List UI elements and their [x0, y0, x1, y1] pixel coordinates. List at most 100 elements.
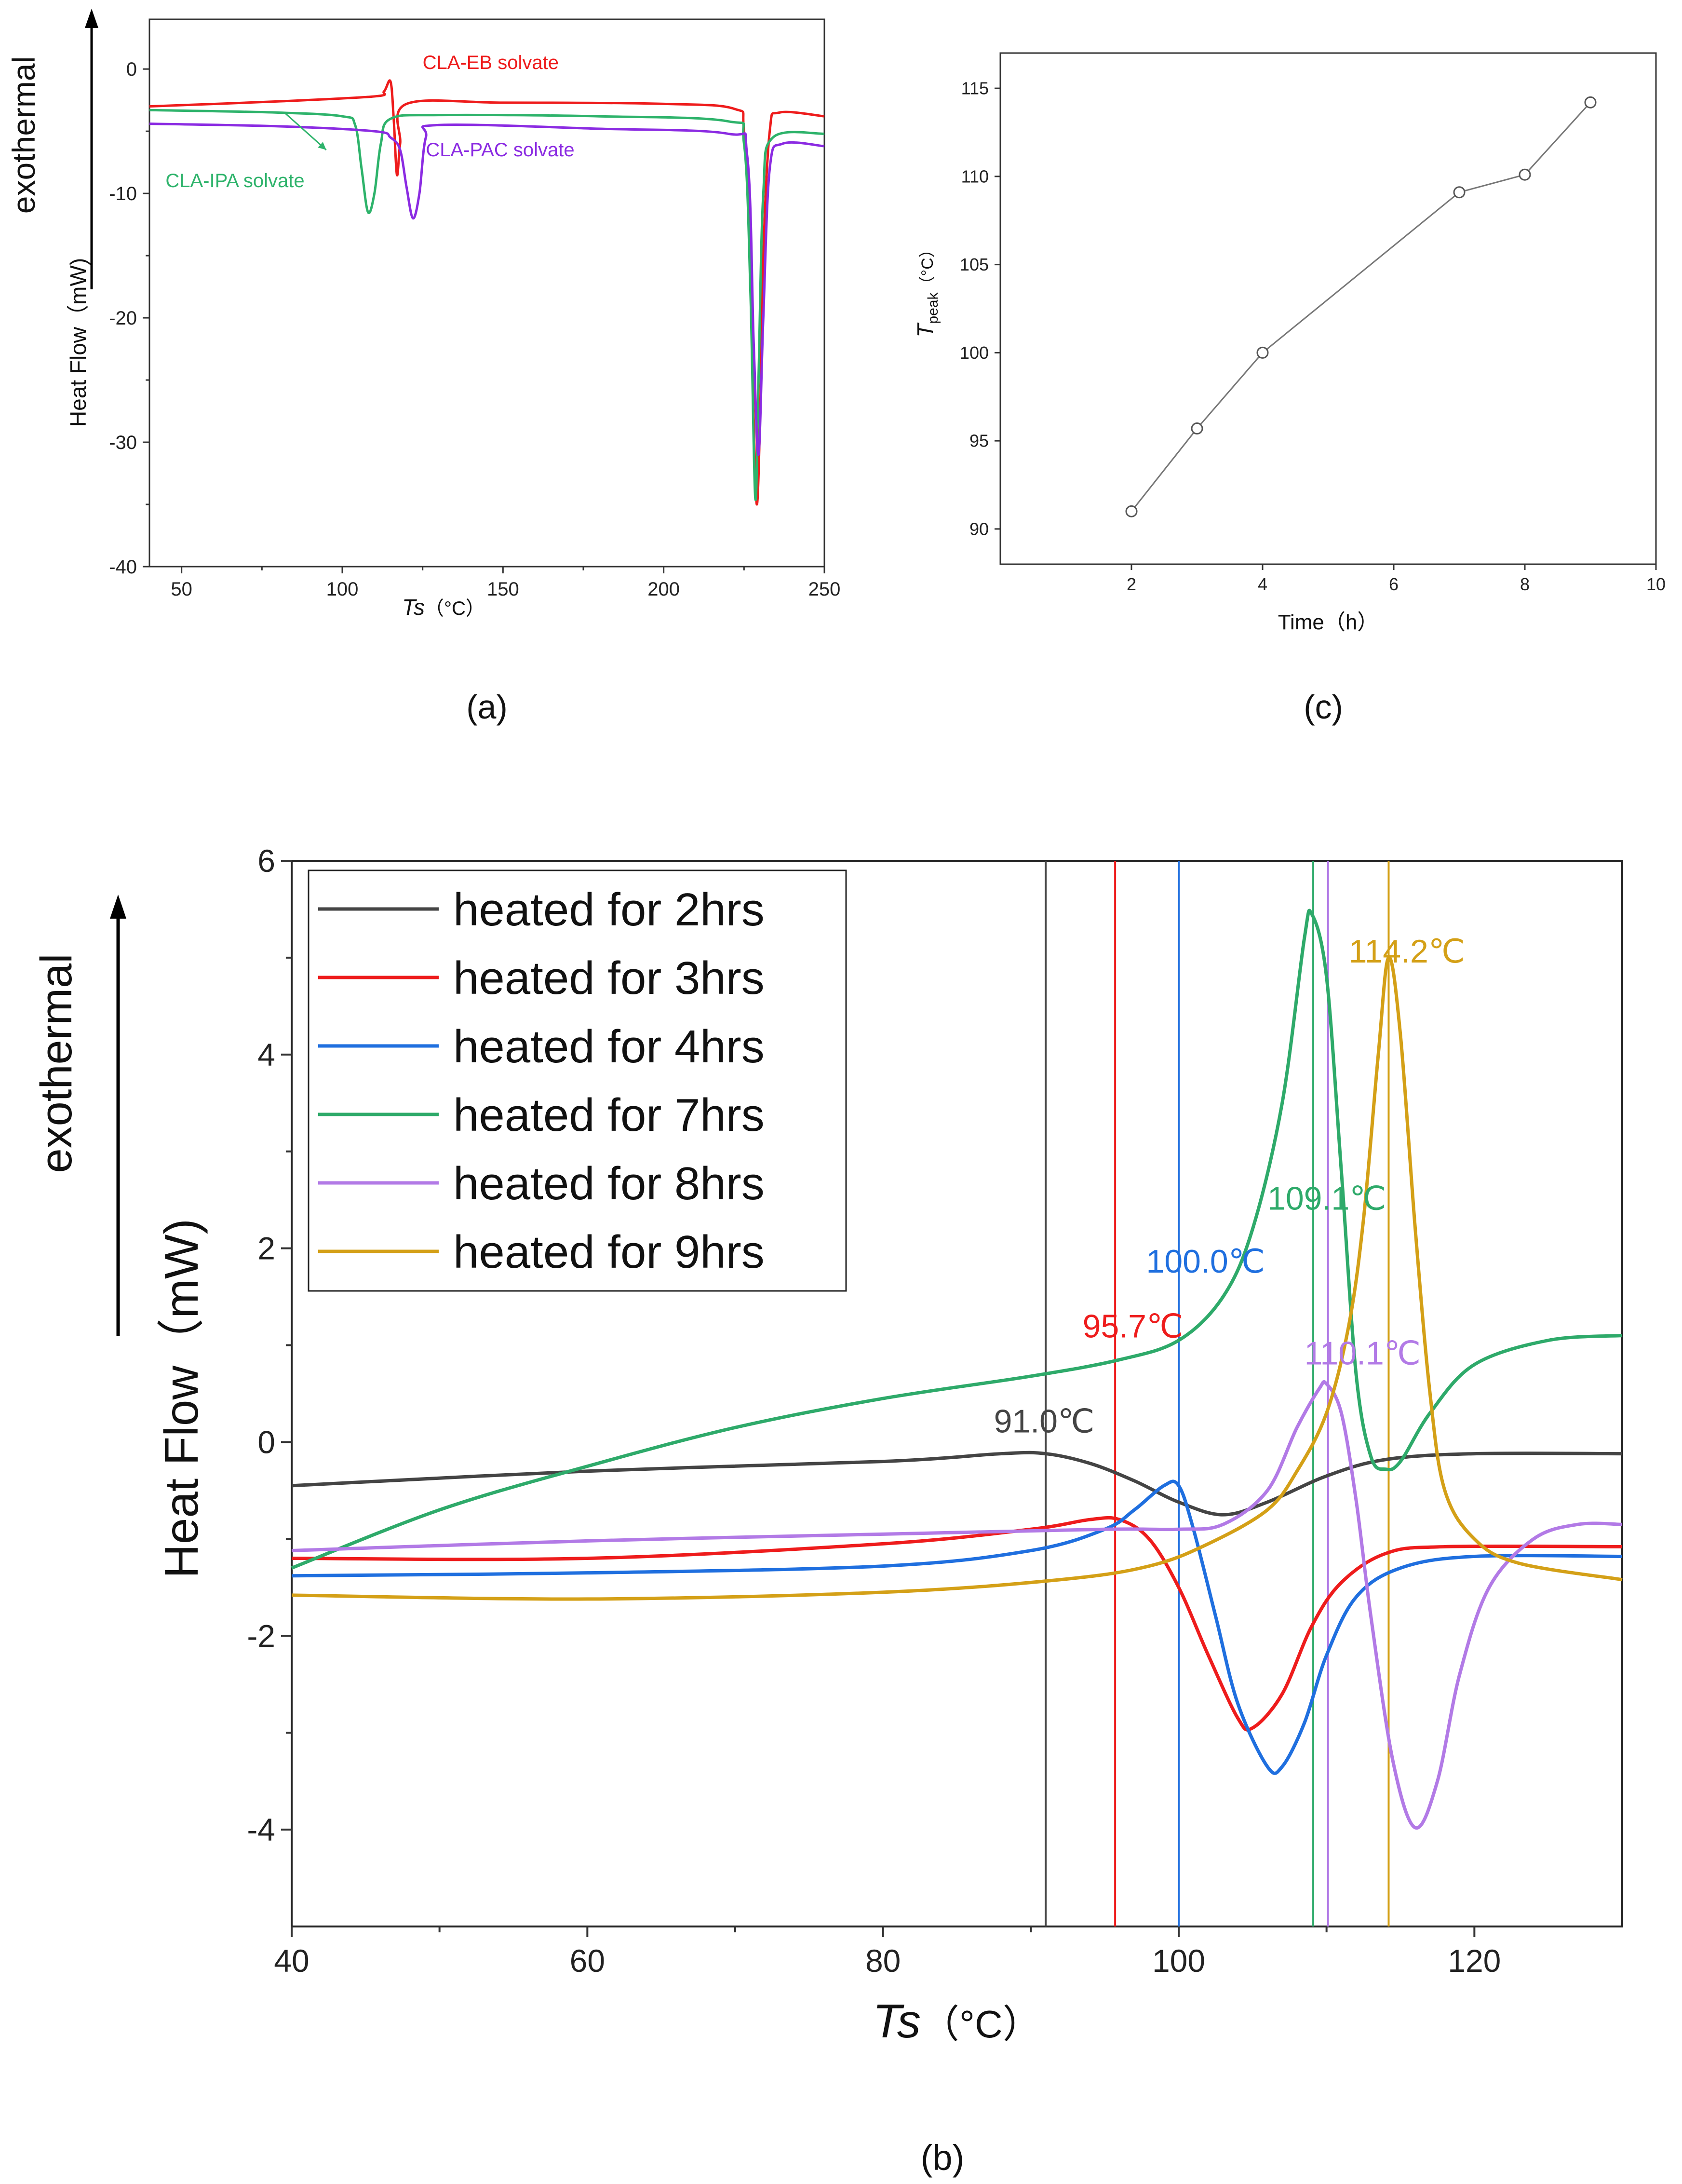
panel-a-series-labels: CLA-EB solvate CLA-IPA solvate CLA-PAC sol… — [165, 52, 574, 191]
panel-b-xtick-label: 100 — [1152, 1943, 1205, 1979]
panel-a-label-cla-pac-solvate: CLA-PAC solvate — [426, 139, 574, 161]
panel-c-data-point — [1125, 505, 1138, 517]
panel-c-data-point — [1191, 422, 1203, 435]
panel-c-xlabel: Time（h） — [1278, 610, 1379, 634]
panel-b-series-heated-for-4hrs — [291, 1479, 1623, 1775]
panel-a-ytick-label: -40 — [109, 556, 137, 578]
panel-c-xtick-label: 4 — [1258, 574, 1267, 594]
panel-b-ylabel: Heat Flow（mW) — [155, 1219, 208, 1578]
panel-a-ytick-label: -20 — [109, 308, 137, 329]
panel-b-legend-label: heated for 7hrs — [453, 1089, 765, 1141]
panel-c-ytick-label: 110 — [961, 166, 989, 186]
panel-a-exothermal-arrowhead — [85, 9, 98, 28]
panel-b-series-heated-for-2hrs — [291, 1451, 1623, 1517]
panel-a-label-cla-eb-solvate: CLA-EB solvate — [423, 52, 559, 73]
panel-b-legend-label: heated for 9hrs — [453, 1226, 765, 1278]
panel-c-ytick-label: 105 — [960, 255, 989, 274]
panel-c-data-point — [1519, 168, 1531, 181]
panel-b-ytick-label: -2 — [247, 1618, 275, 1654]
panel-c-data-point — [1256, 346, 1269, 359]
panel-a-xlabel: Ts（°C） — [402, 595, 485, 620]
panel-b-legend-box — [308, 869, 847, 1292]
panel-b-xtick-label: 40 — [274, 1943, 309, 1979]
panel-b-ytick-label: 2 — [257, 1231, 275, 1266]
panel-b-series — [291, 909, 1623, 1830]
panel-a-xtick-label: 100 — [326, 579, 359, 600]
caption-b: (b) — [921, 2138, 964, 2178]
panel-b-ytick-label: 6 — [257, 843, 275, 879]
panel-a-xtick-label: 250 — [808, 579, 841, 600]
panel-c-xtick-label: 2 — [1127, 574, 1136, 594]
panel-a-label-cla-ipa-solvate: CLA-IPA solvate — [165, 170, 304, 191]
panel-b-ticks: 40 60 80 100 120 6 4 2 0 -2 -4 — [247, 843, 1501, 1979]
panel-b-ytick-label: 4 — [257, 1037, 275, 1072]
panel-b-ytick-label: -4 — [247, 1812, 275, 1847]
panel-c-series — [1125, 96, 1597, 517]
panel-a-annotation-arrowhead — [318, 142, 326, 150]
panel-b-peak-label-heated-for-4hrs: 100.0℃ — [1146, 1243, 1265, 1280]
panel-c-ytick-label: 90 — [969, 519, 989, 539]
panel-b-xlabel-unit: （°C） — [921, 2003, 1041, 2046]
panel-c-xtick-label: 6 — [1389, 574, 1399, 594]
panel-b-peak-label-heated-for-2hrs: 91.0℃ — [994, 1403, 1095, 1439]
panel-a-exothermal-label: exothermal — [6, 56, 41, 214]
panel-c-data-point — [1453, 186, 1466, 199]
panel-b-legend-label: heated for 3hrs — [453, 952, 765, 1004]
panel-c-ytick-label: 95 — [969, 431, 989, 451]
panel-b-xlabel-italic: Ts — [873, 1994, 921, 2048]
panel-a-xtick-label: 150 — [487, 579, 519, 600]
panel-a-ylabel: Heat Flow（mW) — [66, 258, 91, 427]
panel-b-xlabel: Ts（°C） — [873, 1994, 1041, 2048]
caption-a: (a) — [466, 688, 508, 726]
panel-a-xtick-label: 200 — [647, 579, 680, 600]
panel-b-ytick-label: 0 — [257, 1424, 275, 1460]
panel-a-xlabel-unit: （°C） — [425, 598, 485, 619]
panel-b-exothermal-label: exothermal — [32, 953, 81, 1173]
panel-b-legend-label: heated for 4hrs — [453, 1021, 765, 1072]
panel-c-ytick-label: 100 — [960, 343, 989, 363]
panel-c-ytick-label: 115 — [961, 79, 989, 98]
panel-a-chart: exothermal Heat Flow（mW) 50 100 150 200 250 0… — [6, 9, 840, 620]
panel-b-legend-label: heated for 2hrs — [453, 884, 765, 936]
panel-a-xtick-label: 50 — [171, 579, 192, 600]
panel-c-xtick-label: 10 — [1646, 574, 1666, 594]
panel-a-series-cla-ipa-solvate — [149, 109, 825, 501]
panel-c-series-line — [1130, 102, 1591, 512]
panel-c-chart: Tpeak（°C） 2 4 6 8 10 90 95 100 105 110 115 Time（h） — [913, 52, 1666, 634]
panel-c-ylabel-sub: peak — [925, 292, 941, 324]
panel-c-ticks: 2 4 6 8 10 90 95 100 105 110 115 — [960, 79, 1666, 594]
panel-a-series — [149, 79, 825, 506]
panel-a-ytick-label: -10 — [109, 183, 137, 204]
panel-a-xlabel-italic: Ts — [402, 595, 425, 620]
panel-b-peak-label-heated-for-9hrs: 114.2℃ — [1349, 933, 1466, 970]
panel-b-peak-label-heated-for-3hrs: 95.7℃ — [1083, 1308, 1184, 1344]
panel-b-chart: exothermal Heat Flow（mW) 40 60 80 100 120 6 4 2… — [32, 843, 1623, 2048]
panel-b-series-heated-for-7hrs — [291, 909, 1623, 1570]
panel-c-data-point — [1584, 96, 1597, 109]
panel-b-legend: heated for 2hrs heated for 3hrs heated for… — [308, 869, 847, 1292]
panel-a-series-cla-eb-solvate — [149, 79, 825, 506]
panel-b-plot-frame — [291, 860, 1623, 1927]
panel-c-ylabel-unit: （°C） — [918, 241, 937, 292]
panel-b-series-heated-for-9hrs — [291, 956, 1623, 1601]
caption-c: (c) — [1304, 688, 1343, 726]
panel-b-xtick-label: 80 — [865, 1943, 901, 1979]
panel-a-ytick-label: -30 — [109, 432, 137, 453]
panel-a-series-cla-pac-solvate — [149, 122, 825, 456]
panel-b-exothermal-arrowhead — [110, 895, 126, 919]
panel-a-plot-frame — [148, 18, 825, 568]
panel-b-peak-lines — [1045, 861, 1390, 1926]
panel-b-legend-label: heated for 8hrs — [453, 1158, 765, 1209]
panel-b-peak-label-heated-for-7hrs: 109.1℃ — [1267, 1180, 1386, 1217]
panel-a-annotation-arrow — [284, 112, 327, 150]
panel-a-ticks: 50 100 150 200 250 0 -10 -20 -30 -40 — [109, 59, 840, 600]
panel-c-plot-frame — [999, 52, 1657, 565]
panel-a-ytick-label: 0 — [126, 59, 137, 80]
panel-c-xtick-label: 8 — [1520, 574, 1530, 594]
panel-b-peak-label-heated-for-8hrs: 110.1℃ — [1305, 1335, 1421, 1372]
panel-c-ylabel: Tpeak（°C） — [913, 241, 941, 337]
panel-b-xtick-label: 60 — [570, 1943, 605, 1979]
panel-c-ylabel-main: T — [913, 323, 938, 338]
